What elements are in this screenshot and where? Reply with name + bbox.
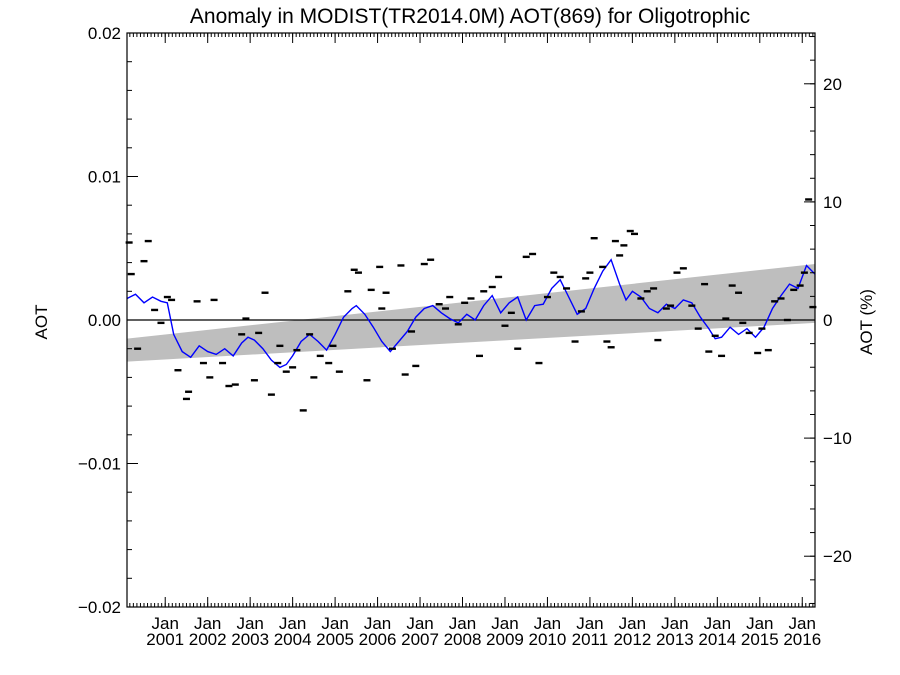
- x-tick-label-year: 2001: [146, 630, 184, 649]
- x-tick-label-month: Jan: [619, 614, 646, 633]
- y-tick-label: −0.01: [78, 455, 121, 474]
- x-tick-label-month: Jan: [704, 614, 731, 633]
- y-tick-label: −0.02: [78, 598, 121, 617]
- x-tick-label-month: Jan: [661, 614, 688, 633]
- running-mean-line: [126, 258, 816, 369]
- x-tick-label-month: Jan: [406, 614, 433, 633]
- x-tick-label-month: Jan: [449, 614, 476, 633]
- x-tick-label-month: Jan: [194, 614, 221, 633]
- x-tick-label-year: 2014: [698, 630, 736, 649]
- x-tick-label-month: Jan: [576, 614, 603, 633]
- y2-tick-label: 0: [823, 311, 832, 330]
- x-tick-label-month: Jan: [534, 614, 561, 633]
- x-tick-label-year: 2013: [656, 630, 694, 649]
- x-tick-label-month: Jan: [491, 614, 518, 633]
- x-tick-label-year: 2011: [572, 630, 609, 649]
- y2-tick-label: 20: [823, 75, 842, 94]
- x-tick-label-year: 2003: [231, 630, 269, 649]
- x-tick-label-year: 2016: [783, 630, 821, 649]
- trend-band: [127, 264, 815, 362]
- x-tick-label-month: Jan: [364, 614, 391, 633]
- y-tick-label: 0.01: [88, 168, 121, 187]
- x-tick-label-year: 2010: [529, 630, 567, 649]
- x-tick-label-month: Jan: [321, 614, 348, 633]
- x-tick-label-month: Jan: [279, 614, 306, 633]
- monthly-anomaly-markers: [125, 198, 817, 412]
- chart-title: Anomaly in MODIST(TR2014.0M) AOT(869) fo…: [190, 5, 750, 28]
- x-tick-label-month: Jan: [789, 614, 816, 633]
- y-axis-left: 0.02 0.01 0.00 −0.01 −0.02: [78, 24, 138, 617]
- x-tick-label-year: 2005: [316, 630, 354, 649]
- x-tick-label-year: 2004: [274, 630, 312, 649]
- series-layer: [125, 198, 817, 412]
- x-tick-label-month: Jan: [236, 614, 263, 633]
- x-tick-label-month: Jan: [746, 614, 773, 633]
- y2-tick-label: −10: [823, 429, 852, 448]
- x-tick-label-year: 2015: [741, 630, 779, 649]
- y2-tick-label: 10: [823, 193, 842, 212]
- x-tick-label-year: 2007: [401, 630, 439, 649]
- y2-tick-label: −20: [823, 547, 852, 566]
- x-tick-label-year: 2008: [444, 630, 482, 649]
- x-tick-label-year: 2006: [359, 630, 397, 649]
- trend-band-layer: [127, 264, 815, 362]
- x-tick-label-year: 2009: [486, 630, 524, 649]
- x-tick-label-year: 2012: [613, 630, 651, 649]
- y-axis-right: 20 10 0 −10 −20: [804, 36, 852, 604]
- x-axis: Jan2001Jan2002Jan2003Jan2004Jan2005Jan20…: [129, 33, 821, 649]
- y-tick-label: 0.00: [88, 311, 121, 330]
- x-tick-label-month: Jan: [152, 614, 179, 633]
- y-axis-left-label: AOT: [32, 305, 51, 340]
- y-axis-right-label: AOT (%): [857, 289, 876, 355]
- y-tick-label: 0.02: [88, 24, 121, 43]
- x-tick-label-year: 2002: [189, 630, 227, 649]
